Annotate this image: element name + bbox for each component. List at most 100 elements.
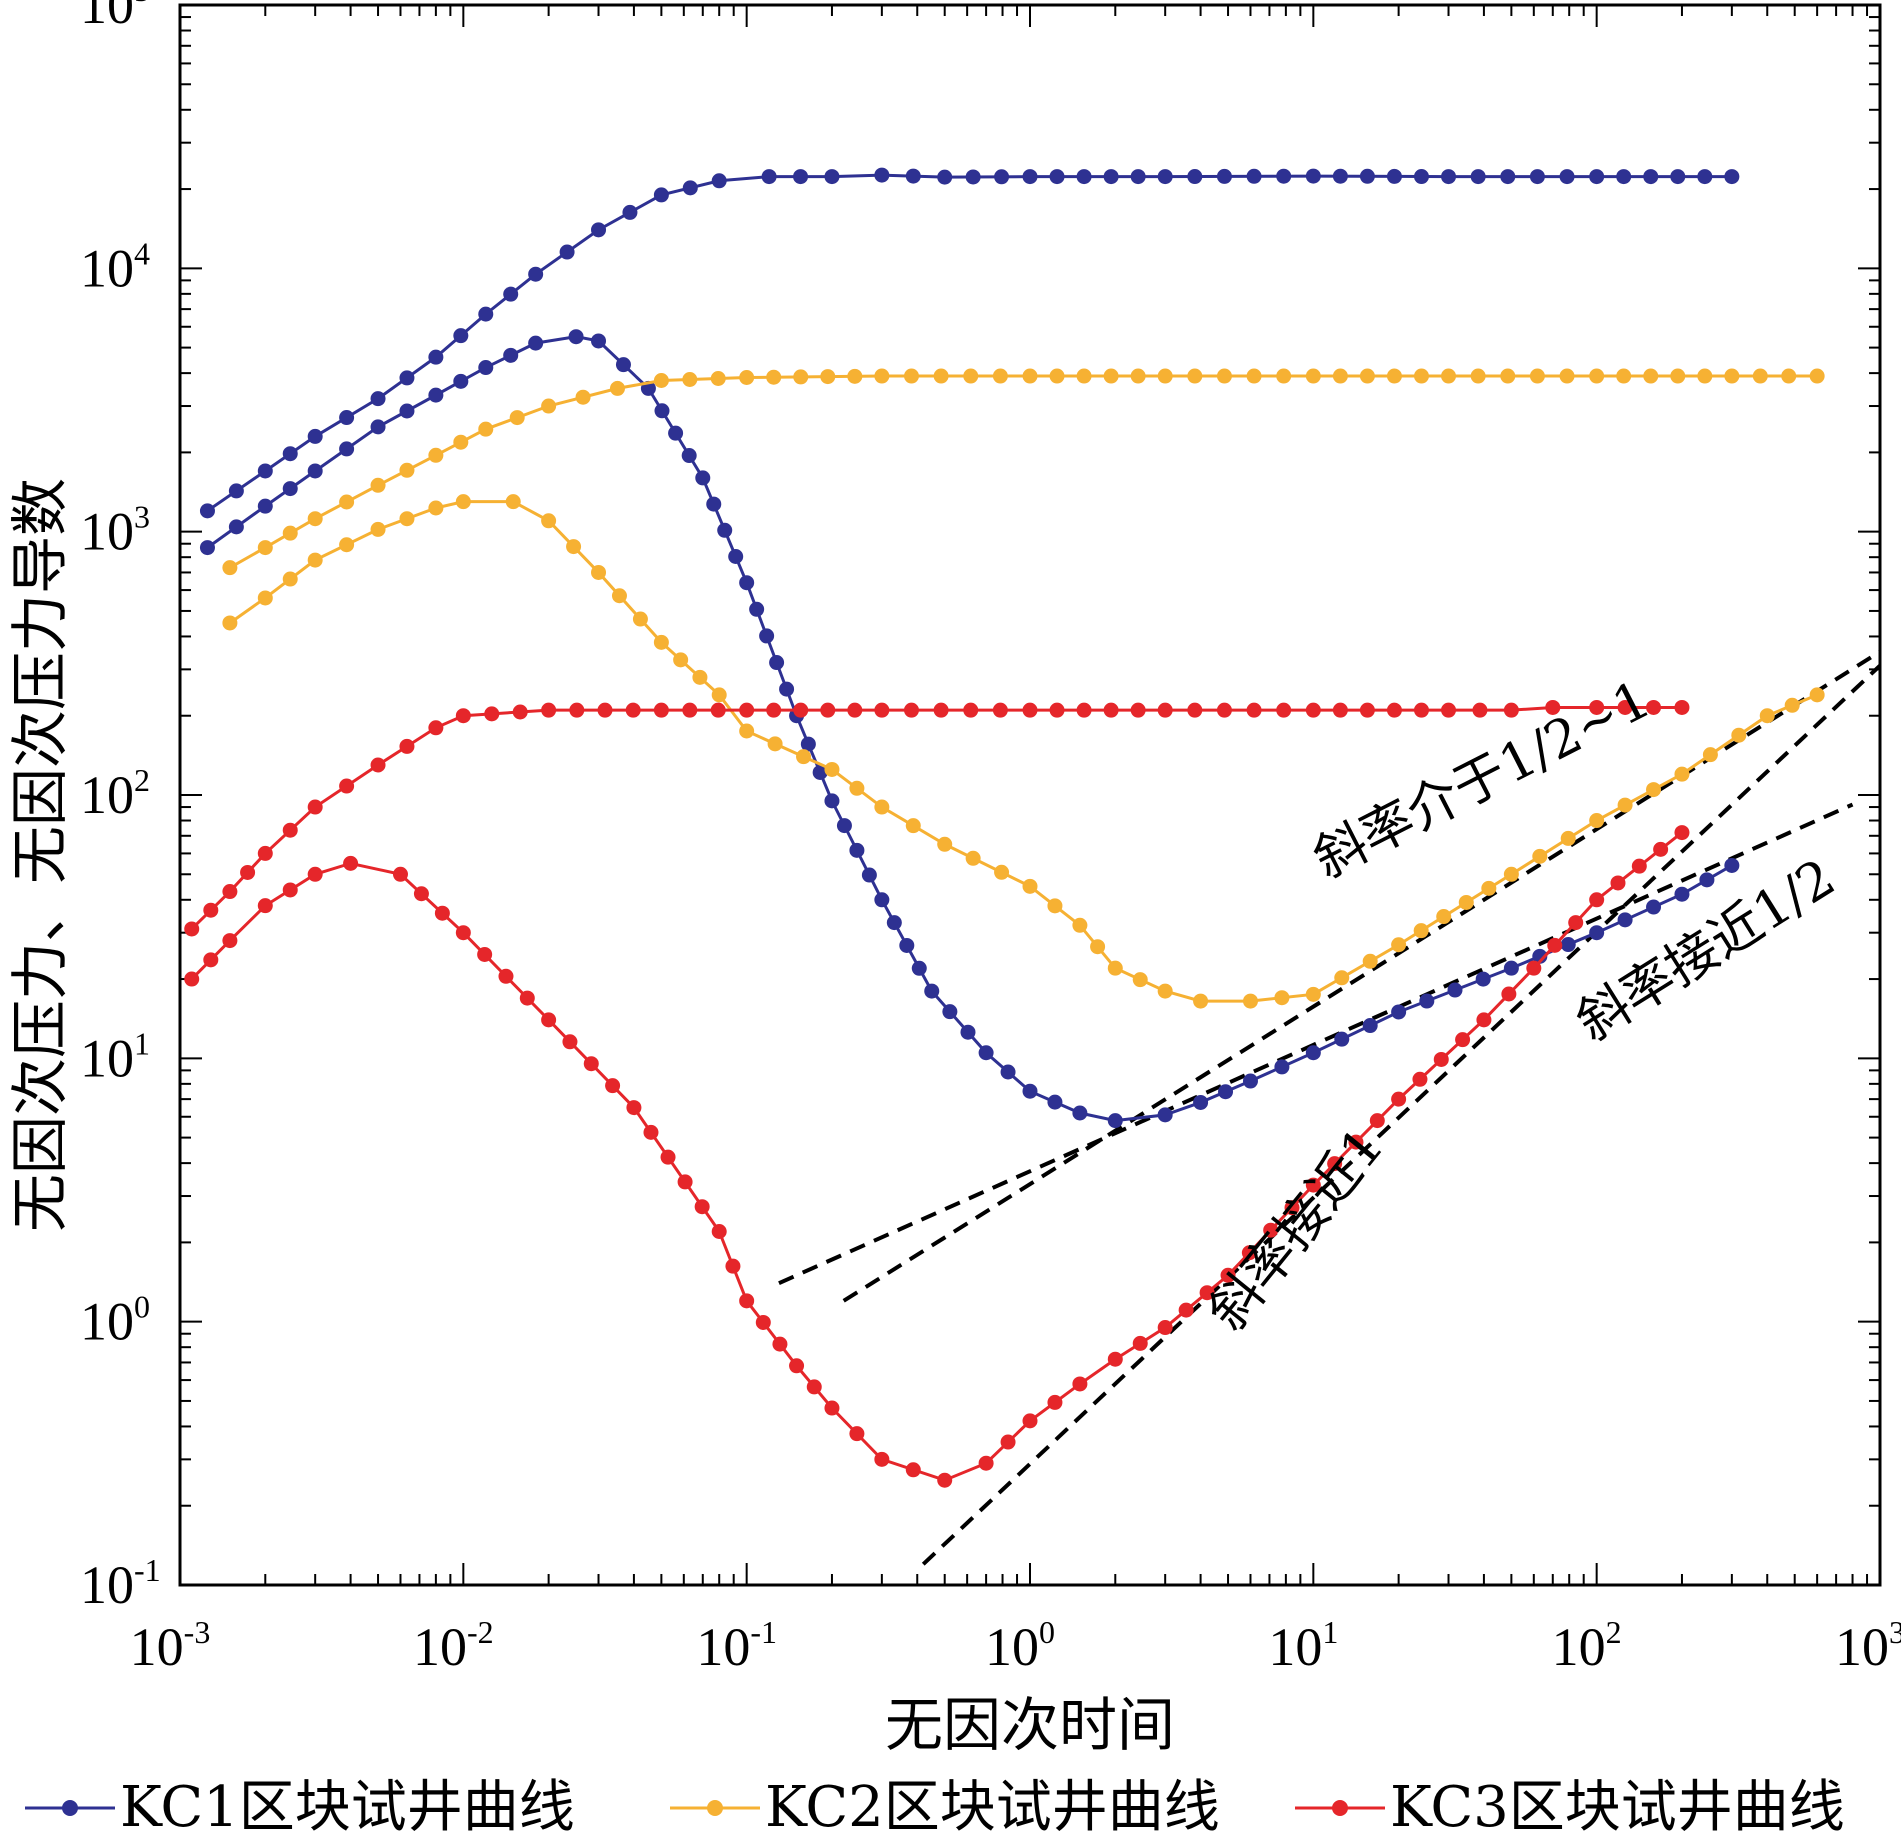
data-point [728, 549, 744, 565]
data-point [1072, 1376, 1088, 1392]
data-point [1157, 983, 1173, 999]
x-tick-label: 10-1 [696, 1614, 777, 1677]
data-point [1413, 702, 1429, 718]
data-point [282, 481, 298, 497]
data-point [1216, 368, 1232, 384]
data-point [257, 463, 273, 479]
data-point [749, 601, 765, 617]
data-point [392, 866, 408, 882]
data-point [677, 1174, 693, 1190]
data-point [1589, 169, 1605, 185]
data-point [1187, 368, 1203, 384]
data-point [428, 720, 444, 736]
data-point [339, 441, 355, 457]
data-point [1670, 169, 1686, 185]
data-point [222, 560, 238, 576]
data-point [994, 864, 1010, 880]
data-point [793, 369, 809, 385]
data-point [1000, 1064, 1016, 1080]
data-point [455, 925, 471, 941]
data-point [1107, 1351, 1123, 1367]
data-point [307, 428, 323, 444]
x-tick-label: 103 [1835, 1614, 1901, 1677]
data-point [1369, 1113, 1385, 1129]
data-point [673, 652, 689, 668]
data-point [307, 799, 323, 815]
data-point [824, 1400, 840, 1416]
data-point [992, 702, 1008, 718]
data-point [1545, 699, 1561, 715]
data-point [199, 540, 215, 556]
data-point [806, 1379, 822, 1395]
data-point [874, 892, 890, 908]
data-point [1076, 169, 1092, 185]
data-point [1276, 702, 1292, 718]
data-point [1386, 168, 1402, 184]
data-point [282, 882, 298, 898]
data-point [1447, 982, 1463, 998]
data-point [1022, 1413, 1038, 1429]
data-point [1500, 169, 1516, 185]
data-point [1529, 368, 1545, 384]
data-point [660, 1149, 676, 1165]
data-point [282, 822, 298, 838]
data-point [1674, 766, 1690, 782]
data-point [622, 204, 638, 220]
data-point [1617, 797, 1633, 813]
data-point [849, 780, 865, 796]
data-point [1559, 169, 1575, 185]
data-point [874, 1451, 890, 1467]
data-point [1348, 1134, 1364, 1150]
x-axis-title: 无因次时间 [885, 1691, 1175, 1759]
data-point [847, 368, 863, 384]
data-point [1241, 1245, 1257, 1261]
data-point [1274, 1059, 1290, 1075]
data-point [1334, 1031, 1350, 1047]
data-point [772, 1336, 788, 1352]
data-point [849, 1426, 865, 1442]
data-point [789, 1358, 805, 1374]
data-point [575, 389, 591, 405]
data-point [1332, 702, 1348, 718]
data-point [307, 866, 323, 882]
data-point [605, 1078, 621, 1094]
data-point [1476, 1012, 1492, 1028]
data-point [503, 347, 519, 363]
legend-item-kc2: KC2区块试井曲线 [670, 1775, 1220, 1840]
data-point [541, 513, 557, 529]
data-point [1481, 880, 1497, 896]
data-point [1653, 841, 1669, 857]
data-point [1359, 368, 1375, 384]
data-point [1458, 894, 1474, 910]
data-point [960, 1024, 976, 1040]
data-point [1724, 857, 1740, 873]
data-point [257, 498, 273, 514]
data-point [1130, 702, 1146, 718]
data-point [1532, 848, 1548, 864]
data-point [1199, 1285, 1215, 1301]
data-point [924, 983, 940, 999]
data-point [307, 511, 323, 527]
data-point [399, 403, 415, 419]
x-tick-label: 102 [1552, 1614, 1622, 1677]
data-point [1130, 368, 1146, 384]
data-point [541, 398, 557, 414]
data-point [399, 738, 415, 754]
data-point [978, 1045, 994, 1061]
data-point [1752, 368, 1768, 384]
data-point [755, 1314, 771, 1330]
data-point [710, 370, 726, 386]
y-tick-label: 102 [80, 762, 150, 825]
data-point [1332, 168, 1348, 184]
data-point [541, 702, 557, 718]
data-point [1362, 953, 1378, 969]
data-point [257, 898, 273, 914]
data-point [203, 952, 219, 968]
data-point [994, 169, 1010, 185]
data-point [1500, 368, 1516, 384]
data-point [559, 244, 575, 260]
data-point [478, 421, 494, 437]
data-point [1022, 1083, 1038, 1099]
data-point [1386, 702, 1402, 718]
data-point [706, 496, 722, 512]
